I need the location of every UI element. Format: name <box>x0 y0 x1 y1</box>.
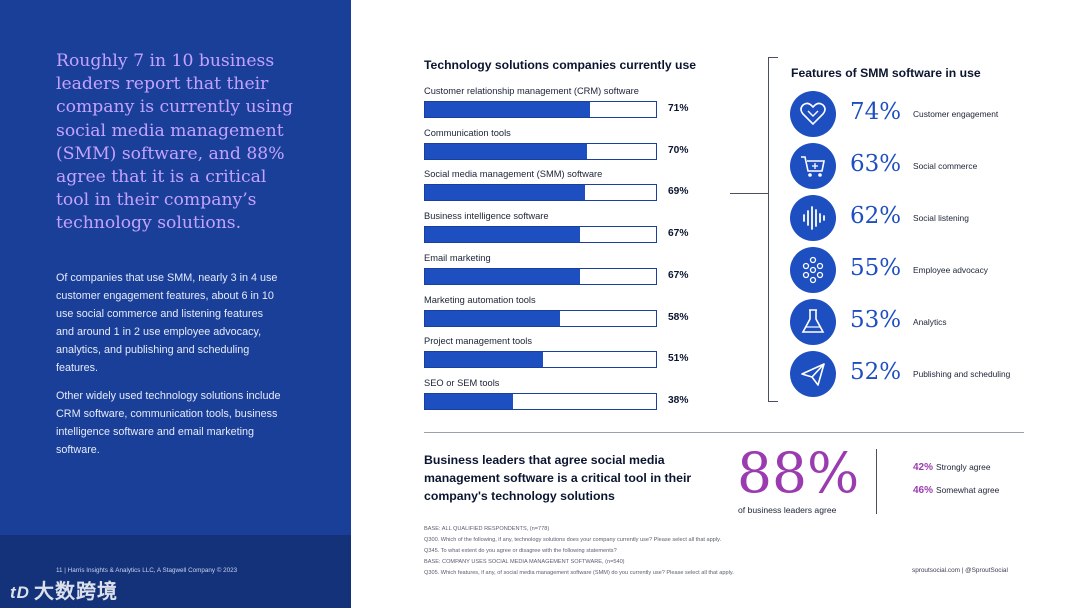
bar-category-label: Social media management (SMM) software <box>424 169 603 180</box>
base-note: BASE: COMPANY USES SOCIAL MEDIA MANAGEME… <box>424 559 625 565</box>
headline: Roughly 7 in 10 business leaders report … <box>56 51 293 234</box>
bar-track <box>424 392 657 410</box>
feature-pct: 74% <box>850 99 902 125</box>
heart-icon <box>790 91 836 137</box>
agree-label: Somewhat agree <box>936 485 1000 495</box>
summary-paragraph-2: Other widely used technology solutions i… <box>56 390 281 456</box>
chart-title: Technology solutions companies currently… <box>424 58 697 72</box>
feature-label: Social commerce <box>913 161 978 171</box>
soundwave-icon <box>790 195 836 241</box>
agree-row-somewhat: 46% Somewhat agree <box>913 485 999 496</box>
feature-pct: 52% <box>850 359 902 385</box>
base-note: Q345. To what extent do you agree or dis… <box>424 548 617 554</box>
bar <box>425 102 590 117</box>
feature-pct: 55% <box>850 255 902 281</box>
base-note: Q305. Which features, if any, of social … <box>424 570 734 576</box>
feature-pct: 53% <box>850 307 902 333</box>
feature-label: Social listening <box>913 213 969 223</box>
agreement-caption: of business leaders agree <box>738 505 837 515</box>
bar <box>425 143 588 159</box>
bar-value-label: 69% <box>668 186 689 198</box>
watermark-text: 大数跨境 <box>33 581 118 603</box>
agree-label: Strongly agree <box>936 462 991 472</box>
summary-paragraph-1: Of companies that use SMM, nearly 3 in 4… <box>56 272 278 374</box>
features-title: Features of SMM software in use <box>791 66 981 80</box>
bracket-line <box>768 57 778 402</box>
paper-plane-icon <box>790 351 836 397</box>
flask-icon <box>790 299 836 345</box>
bar-track <box>424 142 657 160</box>
feature-label: Customer engagement <box>913 109 999 119</box>
bar-category-label: Email marketing <box>424 252 491 263</box>
bar <box>425 227 581 243</box>
left-panel <box>0 0 351 608</box>
base-note: BASE: ALL QUALIFIED RESPONDENTS, (n=778) <box>424 526 550 532</box>
agreement-big-value: 88% <box>737 441 860 505</box>
agreement-divider <box>876 449 877 514</box>
feature-label: Employee advocacy <box>913 265 988 275</box>
network-dots-icon <box>790 247 836 293</box>
bar-category-label: Business intelligence software <box>424 211 549 222</box>
watermark-logo-icon: tD <box>10 583 30 602</box>
bar-value-label: 58% <box>668 311 689 323</box>
bar-track <box>424 226 657 244</box>
bar-category-label: Marketing automation tools <box>424 294 536 305</box>
bar-category-label: SEO or SEM tools <box>424 377 500 388</box>
bar-category-label: Customer relationship management (CRM) s… <box>424 86 639 96</box>
agree-pct: 42% <box>913 462 934 473</box>
bar-track <box>424 351 657 369</box>
bar <box>425 310 560 326</box>
site-link[interactable]: sproutsocial.com | @SproutSocial <box>912 567 1008 574</box>
base-note: Q300. Which of the following, if any, te… <box>424 537 722 543</box>
watermark: tD 大数跨境 <box>10 575 118 604</box>
bar-value-label: 71% <box>668 103 689 114</box>
bar-value-label: 67% <box>668 269 689 281</box>
feature-pct: 63% <box>850 151 902 177</box>
bar <box>425 393 514 409</box>
section-divider <box>424 432 1024 433</box>
bar-value-label: 38% <box>668 394 689 406</box>
bar-value-label: 51% <box>668 353 689 365</box>
bar-value-label: 67% <box>668 228 689 240</box>
base-notes: BASE: ALL QUALIFIED RESPONDENTS, (n=778)… <box>424 524 734 579</box>
feature-pct: 62% <box>850 203 902 229</box>
page-footer: 11 | Harris Insights & Analytics LLC, A … <box>56 567 238 574</box>
bar-track <box>424 309 657 327</box>
connector-line <box>730 193 768 194</box>
bar-value-label: 70% <box>668 144 689 156</box>
bar-category-label: Project management tools <box>424 336 533 347</box>
bar-category-label: Communication tools <box>424 127 511 138</box>
feature-label: Analytics <box>913 317 947 327</box>
bar-track <box>424 184 657 202</box>
bar <box>425 352 544 368</box>
agreement-heading: Business leaders that agree social media… <box>424 453 692 503</box>
bar <box>425 185 586 201</box>
agree-pct: 46% <box>913 485 934 496</box>
bar-track <box>424 101 657 118</box>
feature-label: Publishing and scheduling <box>913 369 1011 379</box>
bar-track <box>424 267 657 285</box>
cart-icon <box>790 143 836 189</box>
agree-row-strongly: 42% Strongly agree <box>913 462 991 473</box>
bar <box>425 268 581 284</box>
left-footer-band <box>0 535 351 608</box>
